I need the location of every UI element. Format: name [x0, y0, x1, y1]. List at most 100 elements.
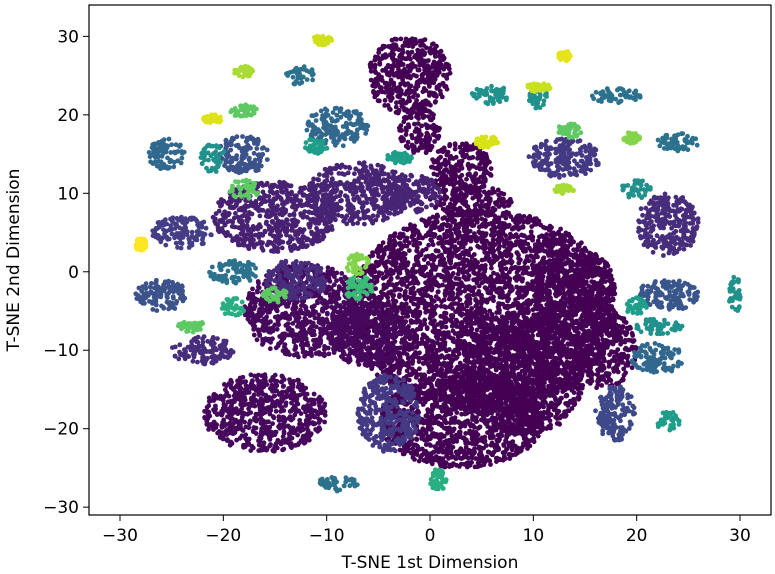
scatter-point	[497, 308, 502, 313]
scatter-point	[423, 304, 429, 310]
scatter-point	[424, 326, 430, 332]
scatter-point	[466, 286, 472, 292]
scatter-point	[435, 358, 440, 364]
scatter-point	[567, 238, 573, 244]
scatter-point	[447, 411, 452, 417]
scatter-point	[495, 432, 501, 438]
scatter-point	[442, 391, 448, 396]
scatter-point	[530, 237, 535, 243]
scatter-point	[463, 431, 469, 436]
scatter-point	[390, 297, 396, 303]
scatter-point	[482, 298, 488, 304]
scatter-point	[475, 260, 480, 265]
scatter-point	[521, 214, 527, 219]
scatter-point	[418, 326, 424, 332]
scatter-point	[413, 269, 419, 275]
scatter-point	[503, 215, 509, 221]
scatter-point	[433, 334, 439, 339]
scatter-point	[469, 433, 475, 439]
scatter-point	[442, 340, 448, 345]
scatter-point	[532, 265, 538, 271]
scatter-point	[459, 422, 465, 428]
scatter-point	[462, 252, 467, 257]
scatter-point	[420, 377, 426, 383]
scatter-point	[406, 446, 411, 452]
scatter-point	[439, 226, 445, 232]
scatter-point	[481, 222, 486, 228]
scatter-point	[461, 257, 467, 263]
scatter-point	[454, 366, 460, 372]
scatter-point	[408, 296, 414, 302]
scatter-point	[521, 264, 527, 270]
scatter-point	[534, 216, 539, 222]
scatter-point	[415, 280, 421, 286]
scatter-point	[517, 225, 523, 231]
scatter-point	[502, 221, 507, 227]
scatter-point	[457, 255, 462, 261]
scatter-point	[395, 361, 400, 366]
scatter-point	[477, 455, 482, 461]
scatter-point	[424, 335, 430, 341]
scatter-point	[402, 263, 408, 269]
scatter-point	[452, 322, 458, 328]
scatter-point	[498, 292, 503, 298]
scatter-point	[413, 332, 419, 338]
scatter-point	[525, 219, 531, 225]
scatter-point	[378, 244, 384, 249]
scatter-point	[471, 223, 477, 228]
scatter-points	[133, 33, 743, 494]
scatter-point	[400, 451, 406, 457]
scatter-point	[374, 277, 380, 282]
scatter-point	[516, 260, 522, 266]
scatter-point	[513, 242, 518, 248]
scatter-point	[519, 239, 524, 245]
scatter-point	[417, 241, 423, 246]
scatter-point	[464, 223, 469, 229]
scatter-point	[466, 440, 472, 446]
scatter-point	[496, 239, 502, 245]
scatter-point	[406, 377, 412, 383]
scatter-point	[436, 241, 441, 246]
scatter-point	[402, 290, 408, 296]
scatter-point	[440, 396, 446, 402]
scatter-point	[373, 286, 378, 292]
scatter-point	[447, 355, 452, 361]
scatter-point	[456, 261, 462, 267]
scatter-point	[557, 232, 563, 238]
scatter-point	[418, 271, 424, 277]
scatter-point	[523, 270, 528, 275]
scatter-point	[426, 362, 431, 368]
scatter-point	[551, 232, 557, 237]
scatter-point	[397, 292, 402, 298]
scatter-point	[473, 315, 479, 321]
scatter-point	[436, 235, 441, 241]
scatter-point	[513, 232, 519, 238]
scatter-point	[410, 232, 416, 238]
scatter-point	[426, 230, 431, 236]
scatter-point	[416, 298, 422, 303]
scatter-point	[502, 284, 508, 290]
scatter-point	[398, 242, 403, 248]
scatter-point	[393, 267, 399, 273]
scatter-point	[405, 273, 411, 279]
scatter-point	[538, 222, 544, 228]
scatter-point	[458, 449, 463, 455]
scatter-point	[457, 430, 463, 436]
scatter-point	[450, 396, 456, 402]
scatter-point	[461, 435, 467, 441]
scatter-point	[515, 305, 521, 311]
scatter-point	[430, 242, 436, 248]
scatter-point	[456, 276, 462, 282]
scatter-point	[476, 224, 482, 230]
scatter-point	[468, 423, 474, 429]
scatter-point	[406, 248, 412, 254]
scatter-point	[415, 259, 421, 265]
scatter-point	[416, 341, 422, 347]
scatter-point	[398, 280, 403, 285]
scatter-point	[370, 266, 376, 272]
scatter-point	[489, 265, 494, 271]
scatter-point	[459, 217, 465, 223]
scatter-point	[379, 271, 385, 276]
scatter-point	[454, 410, 460, 415]
scatter-point	[453, 403, 459, 409]
